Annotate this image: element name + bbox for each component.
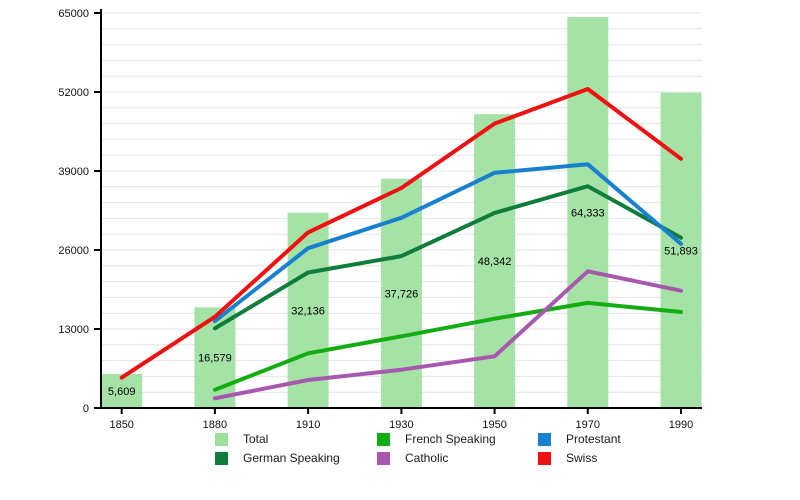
legend-swatch-swiss bbox=[538, 451, 551, 465]
legend-swatch-catholic bbox=[377, 451, 390, 465]
y-tick-label: 26000 bbox=[58, 245, 89, 257]
line-swiss bbox=[119, 87, 683, 380]
line-catholic bbox=[212, 269, 683, 401]
legend-swatch-protestant bbox=[538, 432, 551, 446]
total-bar-1970 bbox=[567, 17, 609, 408]
x-tick-label-1880: 1880 bbox=[203, 419, 227, 431]
x-tick-label-1930: 1930 bbox=[389, 419, 413, 431]
y-tick-label: 0 bbox=[83, 403, 89, 415]
legend-swatch-total bbox=[215, 432, 228, 446]
bar-value-label-1970: 64,333 bbox=[571, 208, 605, 220]
x-tick-label-1910: 1910 bbox=[296, 419, 320, 431]
bar-value-label-1850: 5,609 bbox=[108, 386, 136, 398]
legend-item-french-speaking: French Speaking bbox=[377, 432, 496, 446]
legend-swatch-french-speaking bbox=[377, 432, 390, 446]
legend-label-german-speaking: German Speaking bbox=[243, 450, 340, 465]
bar-value-label-1930: 37,726 bbox=[385, 288, 419, 300]
bar-value-label-1950: 48,342 bbox=[478, 256, 512, 268]
legend-item-total: Total bbox=[215, 432, 268, 446]
bar-value-label-1910: 32,136 bbox=[291, 305, 325, 317]
legend-label-catholic: Catholic bbox=[405, 450, 449, 465]
legend-label-total: Total bbox=[243, 431, 269, 446]
x-tick-label-1850: 1850 bbox=[109, 419, 133, 431]
bar-value-label-1880: 16,579 bbox=[198, 353, 232, 365]
legend-item-german-speaking: German Speaking bbox=[215, 451, 340, 465]
line-german-speaking bbox=[212, 184, 683, 331]
x-tick-label-1990: 1990 bbox=[669, 419, 693, 431]
legend-label-swiss: Swiss bbox=[566, 450, 598, 465]
total-bar-1990 bbox=[660, 92, 702, 408]
bar-value-label-1990: 51,893 bbox=[664, 245, 698, 257]
y-tick-label: 13000 bbox=[58, 324, 89, 336]
legend-swatch-german-speaking bbox=[215, 451, 228, 465]
x-tick-label-1950: 1950 bbox=[482, 419, 506, 431]
y-tick-label: 65000 bbox=[58, 8, 89, 20]
legend-label-french-speaking: French Speaking bbox=[405, 431, 496, 446]
legend-item-protestant: Protestant bbox=[538, 432, 621, 446]
y-tick-label: 52000 bbox=[58, 87, 89, 99]
legend-item-catholic: Catholic bbox=[377, 451, 448, 465]
line-french-speaking bbox=[212, 300, 683, 392]
legend-item-swiss: Swiss bbox=[538, 451, 597, 465]
line-protestant bbox=[212, 162, 683, 324]
y-tick-label: 39000 bbox=[58, 166, 89, 178]
legend-label-protestant: Protestant bbox=[566, 431, 621, 446]
x-tick-label-1970: 1970 bbox=[576, 419, 600, 431]
